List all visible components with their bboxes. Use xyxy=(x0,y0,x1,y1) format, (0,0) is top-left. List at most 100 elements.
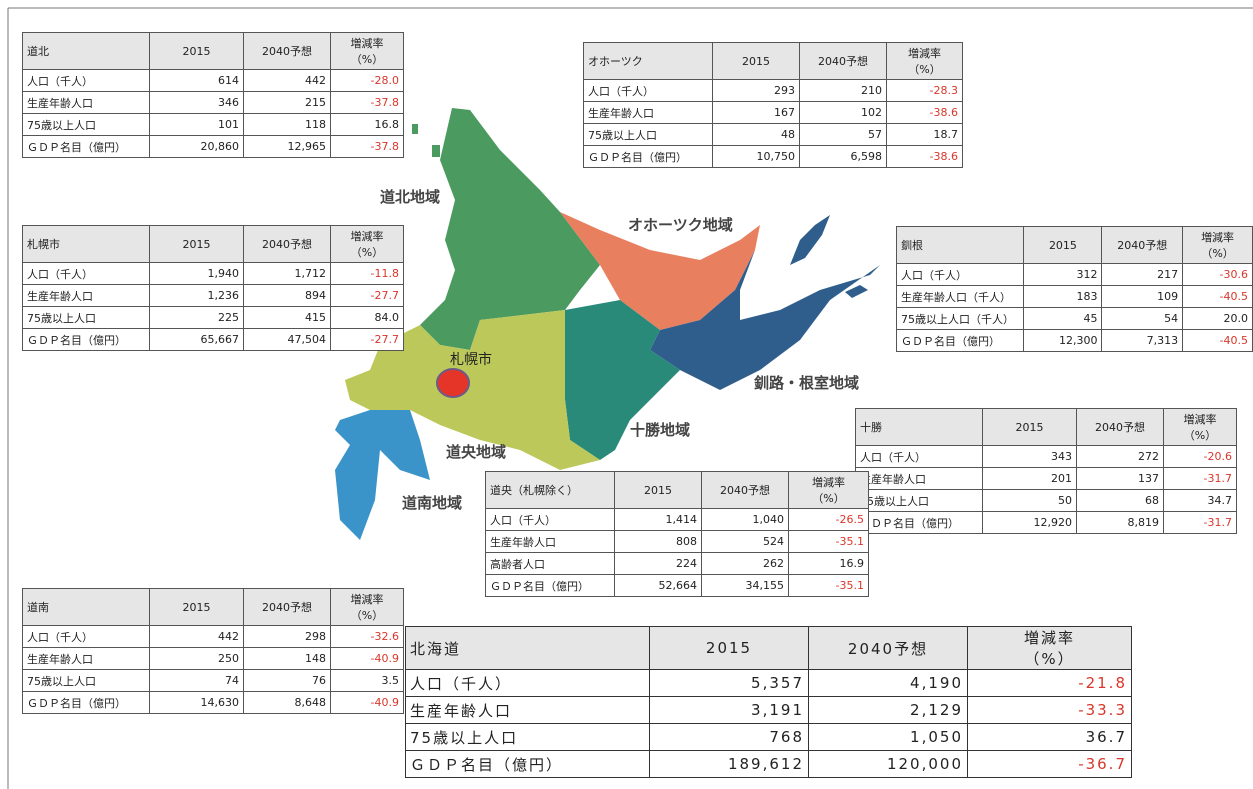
data-table: 釧根 2015 2040予想 増減率 （%） 人口（千人） 312 217 -30.6 生産年齢人… xyxy=(895,226,1253,352)
data-row: 人口（千人） 293 210 -28.3 xyxy=(583,79,963,102)
cell-value: -26.5 xyxy=(788,508,869,531)
region-north xyxy=(420,108,600,350)
column-header: 2015 xyxy=(712,42,800,80)
region-name: オホーツク xyxy=(583,42,713,80)
cell-value: 12,965 xyxy=(243,135,331,158)
rate-header-line: 増減率 xyxy=(350,593,384,606)
cell-value: -40.9 xyxy=(330,647,404,670)
data-row: 75歳以上人口 101 118 16.8 xyxy=(22,113,404,136)
row-label: 人口（千人） xyxy=(22,262,150,285)
cell-value: 16.8 xyxy=(330,113,404,136)
cell-value: 215 xyxy=(243,91,331,114)
rate-header: 増減率 （%） xyxy=(967,626,1132,670)
cell-value: 250 xyxy=(149,647,244,670)
data-row: ＧＤＰ名目（億円） 189,612 120,000 -36.7 xyxy=(405,750,1132,778)
cell-value: 10,750 xyxy=(712,145,800,168)
row-label: 75歳以上人口 xyxy=(22,306,150,329)
cell-value: 1,050 xyxy=(808,723,968,751)
data-table: 十勝 2015 2040予想 増減率 （%） 人口（千人） 343 272 -20.6 生産年齢人… xyxy=(855,408,1237,534)
row-label: 人口（千人） xyxy=(22,69,150,92)
rate-header-line: 増減率 xyxy=(1023,629,1075,647)
cell-value: 442 xyxy=(149,625,244,648)
cell-value: -27.7 xyxy=(330,328,404,351)
sapporo-marker xyxy=(436,368,470,398)
data-row: 人口（千人） 1,414 1,040 -26.5 xyxy=(485,508,869,531)
cell-value: -38.6 xyxy=(886,145,963,168)
cell-value: 167 xyxy=(712,101,800,124)
cell-value: 18.7 xyxy=(886,123,963,146)
row-label: 生産年齢人口 xyxy=(405,696,650,724)
island xyxy=(432,145,440,157)
region-name: 十勝 xyxy=(855,408,983,446)
cell-value: -40.5 xyxy=(1182,329,1253,352)
cell-value: 47,504 xyxy=(243,328,331,351)
column-header: 2015 xyxy=(1023,226,1103,264)
region-name: 札幌市 xyxy=(22,225,150,263)
rate-header-line: （%） xyxy=(908,63,941,76)
data-row: 生産年齢人口 3,191 2,129 -33.3 xyxy=(405,696,1132,724)
row-label: 生産年齢人口（千人） xyxy=(895,285,1025,308)
cell-value: 343 xyxy=(982,445,1077,468)
header-row: 十勝 2015 2040予想 増減率 （%） xyxy=(855,408,1237,446)
cell-value: 52,664 xyxy=(614,574,702,597)
cell-value: 34,155 xyxy=(701,574,789,597)
header-row: 札幌市 2015 2040予想 増減率 （%） xyxy=(22,225,404,263)
rate-header-line: （%） xyxy=(1201,247,1234,260)
cell-value: 101 xyxy=(149,113,244,136)
data-row: 高齢者人口 224 262 16.9 xyxy=(485,552,869,575)
header-row: 道南 2015 2040予想 増減率 （%） xyxy=(22,588,404,626)
map-label: 札幌市 xyxy=(450,351,492,368)
data-row: 人口（千人） 5,357 4,190 -21.8 xyxy=(405,669,1132,697)
region-name: 釧根 xyxy=(895,226,1025,264)
row-label: ＧＤＰ名目（億円） xyxy=(405,750,650,778)
cell-value: 137 xyxy=(1076,467,1164,490)
rate-header: 増減率 （%） xyxy=(1163,408,1237,446)
cell-value: 442 xyxy=(243,69,331,92)
row-label: 生産年齢人口 xyxy=(22,284,150,307)
data-row: ＧＤＰ名目（億円） 10,750 6,598 -38.6 xyxy=(583,145,963,168)
cell-value: 120,000 xyxy=(808,750,968,778)
column-header: 2040予想 xyxy=(243,225,331,263)
cell-value: 4,190 xyxy=(808,669,968,697)
map-label: オホーツク地域 xyxy=(628,216,733,234)
cell-value: 12,300 xyxy=(1023,329,1103,352)
cell-value: 12,920 xyxy=(982,511,1077,534)
data-row: 人口（千人） 343 272 -20.6 xyxy=(855,445,1237,468)
cell-value: 20,860 xyxy=(149,135,244,158)
cell-value: 16.9 xyxy=(788,552,869,575)
cell-value: -40.5 xyxy=(1182,285,1253,308)
data-row: 75歳以上人口 50 68 34.7 xyxy=(855,489,1237,512)
row-label: ＧＤＰ名目（億円） xyxy=(22,328,150,351)
row-label: 人口（千人） xyxy=(22,625,150,648)
cell-value: 1,236 xyxy=(149,284,244,307)
row-label: 75歳以上人口（千人） xyxy=(895,307,1025,330)
cell-value: 3,191 xyxy=(649,696,809,724)
cell-value: 8,819 xyxy=(1076,511,1164,534)
rate-header: 増減率 （%） xyxy=(330,588,404,626)
cell-value: 201 xyxy=(982,467,1077,490)
row-label: 生産年齢人口 xyxy=(22,647,150,670)
header-row: 北海道 2015 2040予想 増減率 （%） xyxy=(405,626,1132,670)
cell-value: 57 xyxy=(799,123,887,146)
cell-value: -37.8 xyxy=(330,91,404,114)
cell-value: 20.0 xyxy=(1182,307,1253,330)
rate-header-line: 増減率 xyxy=(812,476,845,489)
cell-value: -28.3 xyxy=(886,79,963,102)
data-row: ＧＤＰ名目（億円） 65,667 47,504 -27.7 xyxy=(22,328,404,351)
region-okhotsk xyxy=(560,212,760,330)
rate-header: 増減率 （%） xyxy=(1182,226,1253,264)
cell-value: -38.6 xyxy=(886,101,963,124)
row-label: ＧＤＰ名目（億円） xyxy=(855,511,983,534)
column-header: 2015 xyxy=(149,225,244,263)
cell-value: 74 xyxy=(149,669,244,692)
cell-value: 34.7 xyxy=(1163,489,1237,512)
cell-value: 1,040 xyxy=(701,508,789,531)
cell-value: 7,313 xyxy=(1101,329,1184,352)
header-row: 道北 2015 2040予想 増減率 （%） xyxy=(22,32,404,70)
cell-value: 68 xyxy=(1076,489,1164,512)
header-row: 釧根 2015 2040予想 増減率 （%） xyxy=(895,226,1253,264)
data-row: 人口（千人） 312 217 -30.6 xyxy=(895,263,1253,286)
data-row: ＧＤＰ名目（億円） 12,300 7,313 -40.5 xyxy=(895,329,1253,352)
data-row: 75歳以上人口 74 76 3.5 xyxy=(22,669,404,692)
map-label: 十勝地域 xyxy=(630,421,690,439)
